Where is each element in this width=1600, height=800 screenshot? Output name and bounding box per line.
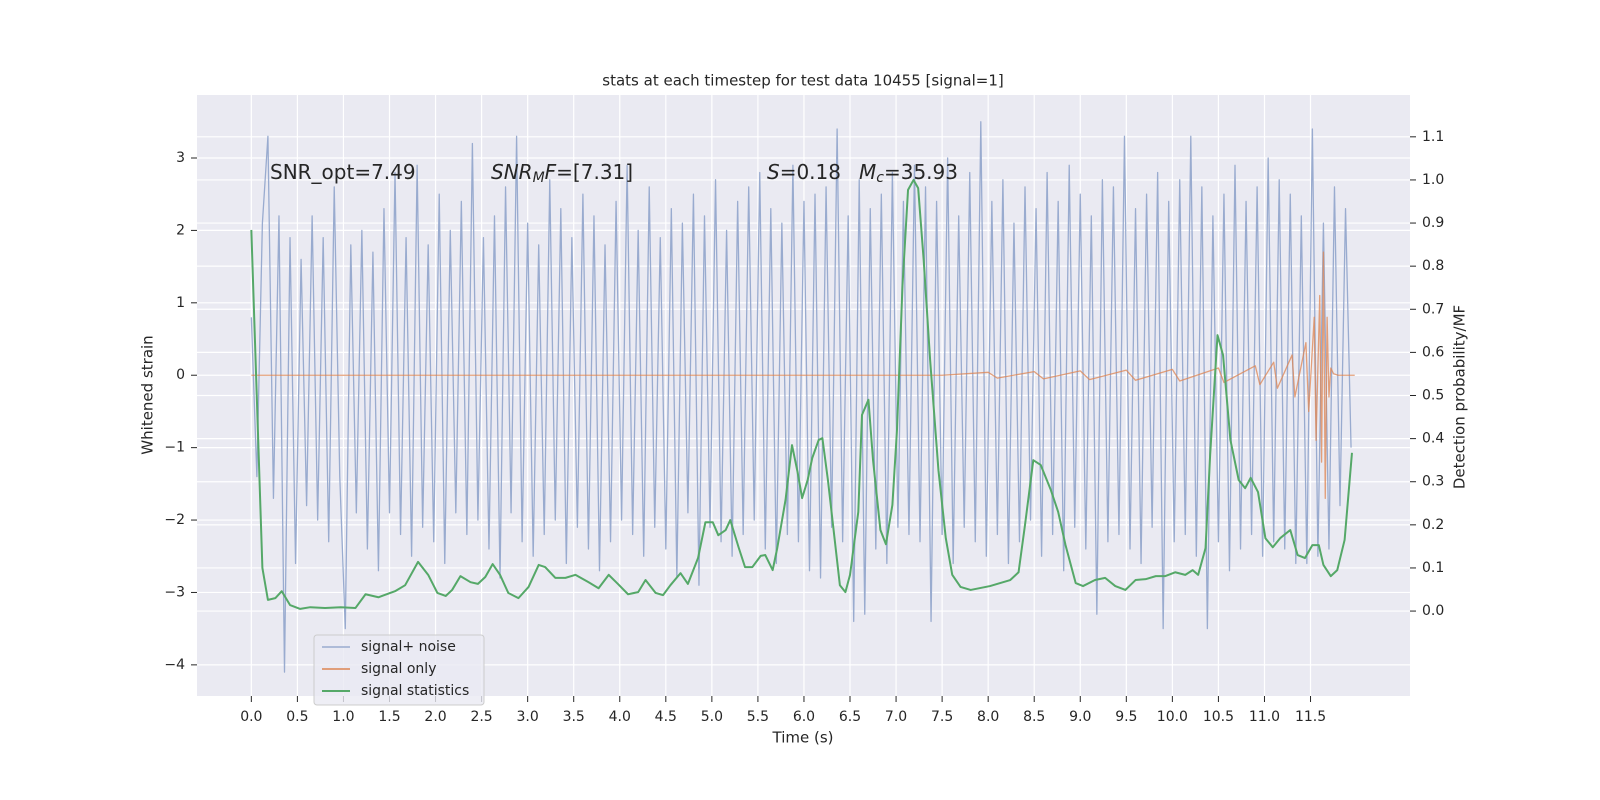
x-tick-label: 3.0	[517, 709, 539, 725]
series-line	[251, 251, 1355, 499]
legend-label: signal statistics	[361, 683, 469, 699]
y-tick-label: 0	[176, 367, 185, 383]
annotation-part: F	[545, 160, 557, 184]
y2-tick-label: 0.8	[1422, 258, 1444, 274]
overlay: 0.0 0.5 1.0 1.5 2.0 2.5 3.0 3.5 4.0 4.5 5.0 5.5 6.0 6…	[164, 129, 1444, 725]
y2-tick-label: 1.0	[1422, 172, 1444, 188]
annotation-part: SNR_opt=7.49	[270, 160, 416, 184]
y2-tick-label: 0.1	[1422, 560, 1444, 576]
x-tick-label: 10.5	[1203, 709, 1234, 725]
x-tick-label: 4.0	[609, 709, 631, 725]
annotation: SNRMF=[7.31]	[491, 160, 633, 187]
x-tick-label: 7.5	[931, 709, 953, 725]
marks	[250, 121, 1355, 673]
x-tick-label: 11.0	[1249, 709, 1280, 725]
y-axis-label: Whitened strain	[139, 335, 157, 454]
legend: signal+ noise signal only signal statistic…	[313, 634, 485, 706]
x-tick-label: 2.5	[470, 709, 492, 725]
y2-tick-label: 0.2	[1422, 517, 1444, 533]
y2-tick-label: 0.3	[1422, 474, 1444, 490]
annotation-part: =[7.31]	[556, 160, 633, 184]
y2-tick-label: 0.6	[1422, 344, 1444, 360]
x-tick-label: 9.5	[1115, 709, 1137, 725]
x-tick-label: 0.0	[240, 709, 262, 725]
y2-axis-label: Detection probability/MF	[1451, 305, 1469, 489]
y2-tick-label: 0.9	[1422, 215, 1444, 231]
x-tick-label: 11.5	[1295, 709, 1326, 725]
legend-label: signal only	[361, 661, 436, 677]
y-tick-label: −2	[164, 512, 185, 528]
series-line	[250, 121, 1352, 673]
chart-title: stats at each timestep for test data 104…	[602, 72, 1003, 90]
annotation-part: c	[876, 170, 884, 186]
y-tick-label: −4	[164, 657, 185, 673]
annotation-part: =0.18	[780, 160, 841, 184]
annotation-part: =35.93	[884, 160, 958, 184]
y-tick-label: 3	[176, 150, 185, 166]
y-tick-label: 1	[176, 295, 185, 311]
x-tick-label: 2.0	[424, 709, 446, 725]
y2-tick-label: 0.0	[1422, 603, 1444, 619]
x-tick-label: 9.0	[1069, 709, 1091, 725]
x-tick-label: 6.5	[839, 709, 861, 725]
x-axis-label: Time (s)	[772, 729, 834, 747]
x-tick-label: 1.5	[378, 709, 400, 725]
y-tick-label: −3	[164, 584, 185, 600]
x-tick-label: 0.5	[286, 709, 308, 725]
x-tick-label: 1.0	[332, 709, 354, 725]
annotation-part: SNR	[491, 160, 533, 184]
annotation: SNR_opt=7.49	[270, 160, 416, 184]
y2-tick-label: 0.7	[1422, 301, 1444, 317]
x-tick-label: 8.0	[977, 709, 999, 725]
y2-tick-label: 0.4	[1422, 431, 1444, 447]
x-tick-label: 4.5	[655, 709, 677, 725]
annotation: S=0.18	[767, 160, 841, 184]
x-tick-label: 6.0	[793, 709, 815, 725]
legend-label: signal+ noise	[361, 639, 456, 655]
y-tick-label: 2	[176, 222, 185, 238]
annotation: Mc=35.93	[859, 160, 958, 187]
series-line	[250, 178, 1353, 610]
annotation-part: S	[767, 160, 780, 184]
y-tick-label: −1	[164, 440, 185, 456]
annotation-part: M	[859, 160, 876, 184]
legend-box	[313, 634, 485, 706]
x-tick-label: 10.0	[1157, 709, 1188, 725]
x-tick-label: 5.0	[701, 709, 723, 725]
x-tick-label: 5.5	[747, 709, 769, 725]
y2-tick-label: 0.5	[1422, 388, 1444, 404]
x-tick-label: 7.0	[885, 709, 907, 725]
x-tick-label: 3.5	[563, 709, 585, 725]
x-tick-label: 8.5	[1023, 709, 1045, 725]
y2-tick-label: 1.1	[1422, 129, 1444, 145]
annotation-part: M	[533, 170, 545, 186]
